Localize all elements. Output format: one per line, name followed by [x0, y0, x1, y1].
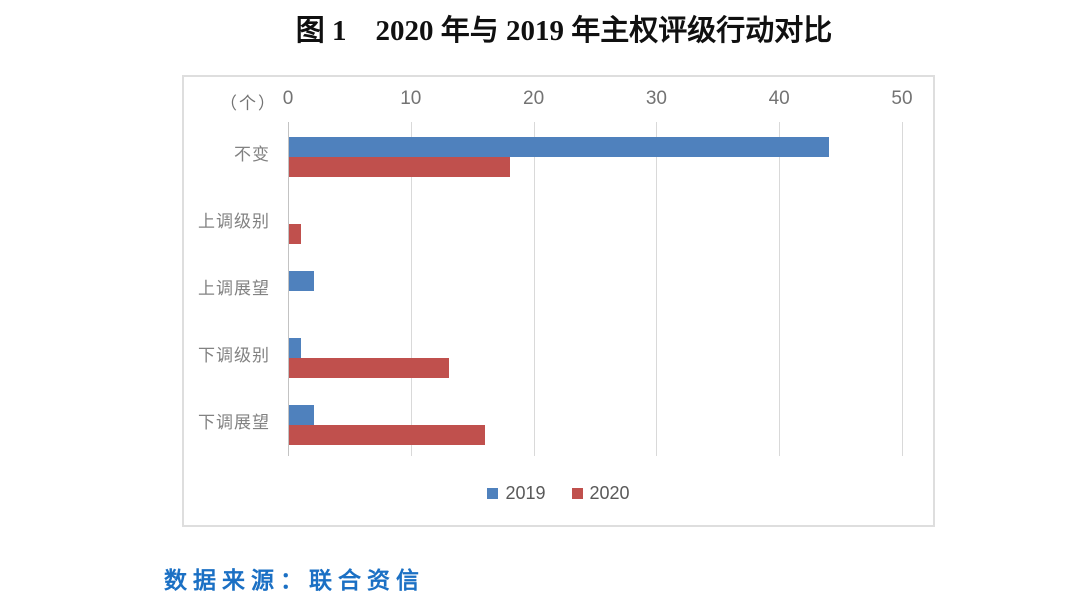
bar-2019 [289, 404, 314, 425]
chart: （个） 0 10 20 30 40 50 不变 上调级别 上调展望 下调级别 下调展望 2019 20… [182, 75, 935, 527]
legend-label: 2019 [505, 483, 546, 503]
x-tick-label: 0 [282, 88, 294, 109]
legend-swatch-2020 [571, 488, 583, 499]
category-label: 上调展望 [198, 279, 270, 298]
legend-label: 2020 [589, 483, 630, 503]
category-label: 下调级别 [198, 345, 270, 365]
bar-2019 [289, 337, 302, 358]
x-tick-label: 10 [400, 88, 422, 109]
gridline [656, 122, 658, 456]
chart-legend: 2019 2020 [184, 483, 933, 504]
legend-swatch-2019 [487, 488, 499, 499]
bar-2020 [289, 157, 511, 178]
figure-title: 图 1 2020 年与 2019 年主权评级行动对比 [0, 7, 1080, 49]
bar-2019 [289, 271, 314, 291]
source-note: 数据来源：联合资信 [164, 568, 425, 593]
category-label: 上调级别 [198, 212, 270, 232]
x-tick-label: 40 [768, 88, 790, 109]
figure-title-text: 图 1 2020 年与 2019 年主权评级行动对比 [295, 15, 833, 47]
axis-unit-label: （个） [220, 94, 277, 113]
bar-2020 [289, 424, 486, 445]
x-tick-label: 30 [645, 88, 667, 109]
legend-item-2020: 2020 [571, 483, 630, 504]
gridline [533, 122, 535, 456]
y-axis-line [288, 122, 289, 456]
bar-2020 [289, 224, 302, 245]
gridline [902, 122, 903, 456]
bar-2019 [289, 137, 830, 158]
bar-2020 [289, 357, 449, 378]
gridline [779, 122, 781, 456]
gridline [410, 122, 412, 456]
legend-item-2019: 2019 [487, 483, 546, 504]
x-tick-label: 20 [523, 88, 545, 109]
x-tick-label: 50 [891, 88, 913, 109]
category-label: 不变 [234, 145, 270, 165]
category-label: 下调展望 [198, 412, 270, 432]
